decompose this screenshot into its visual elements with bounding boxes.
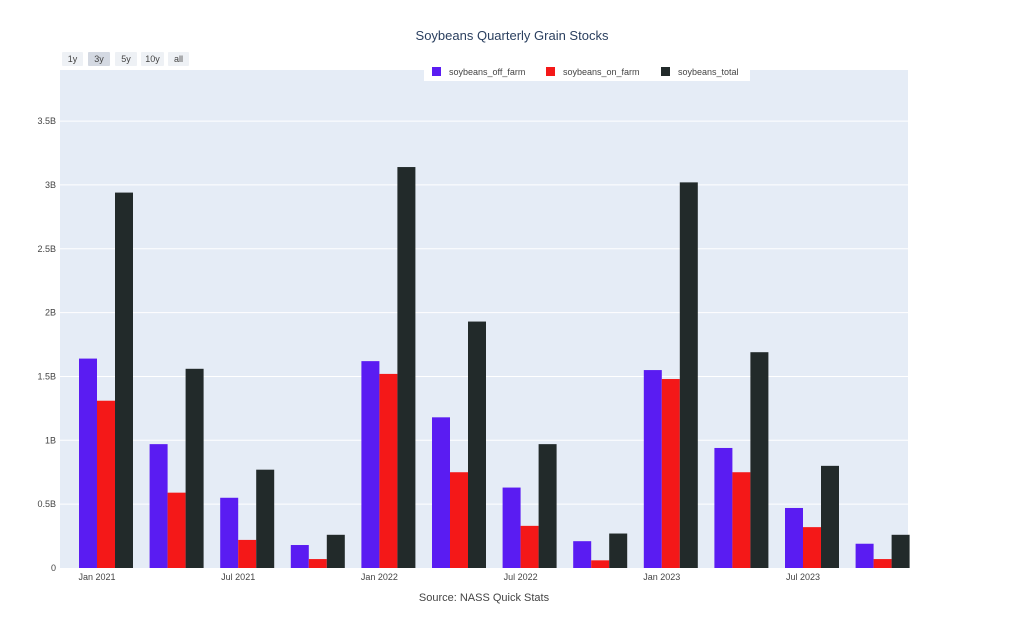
y-tick-label: 1B bbox=[45, 435, 56, 445]
bars bbox=[79, 167, 910, 569]
legend: soybeans_off_farm soybeans_on_farm soybean… bbox=[424, 63, 750, 81]
legend-label[interactable]: soybeans_off_farm bbox=[449, 67, 525, 77]
bar-soybeans_off_farm bbox=[785, 507, 803, 568]
bar-soybeans_off_farm bbox=[643, 370, 662, 568]
bar-soybeans_on_farm bbox=[803, 527, 821, 568]
bar-soybeans_on_farm bbox=[238, 539, 257, 568]
bar-soybeans_total bbox=[397, 167, 416, 569]
range-button-bg[interactable] bbox=[115, 52, 137, 66]
x-tick-label: Jul 2021 bbox=[221, 572, 255, 582]
range-button-bg[interactable] bbox=[88, 52, 110, 66]
y-tick-label: 3B bbox=[45, 180, 56, 190]
bar-soybeans_total bbox=[821, 465, 839, 568]
bar-soybeans_on_farm bbox=[873, 559, 892, 568]
y-tick-label: 2.5B bbox=[37, 244, 56, 254]
range-button-label[interactable]: 3y bbox=[94, 54, 104, 64]
bar-soybeans_off_farm bbox=[714, 447, 733, 568]
range-button-label[interactable]: 5y bbox=[121, 54, 131, 64]
bar-soybeans_off_farm bbox=[220, 497, 239, 568]
legend-label[interactable]: soybeans_total bbox=[678, 67, 739, 77]
bar-soybeans_on_farm bbox=[732, 472, 751, 568]
y-tick-label: 2B bbox=[45, 308, 56, 318]
bar-soybeans_total bbox=[468, 321, 486, 568]
x-tick-label: Jan 2022 bbox=[361, 572, 398, 582]
bar-soybeans_total bbox=[256, 469, 275, 568]
bar-soybeans_on_farm bbox=[661, 379, 680, 568]
bar-soybeans_off_farm bbox=[855, 543, 874, 568]
bar-soybeans_total bbox=[115, 192, 133, 569]
range-selector: 1y 3y 5y 10y all bbox=[62, 52, 189, 66]
y-tick-label: 1.5B bbox=[37, 371, 56, 381]
range-button-label[interactable]: all bbox=[174, 54, 183, 64]
bar-soybeans_off_farm bbox=[432, 417, 450, 568]
legend-swatch bbox=[432, 67, 441, 76]
bar-soybeans_off_farm bbox=[79, 358, 97, 568]
range-button-3y[interactable]: 3y bbox=[88, 52, 110, 66]
bar-soybeans_on_farm bbox=[520, 525, 539, 568]
bar-soybeans_on_farm bbox=[450, 472, 468, 568]
x-tick-label: Jul 2023 bbox=[786, 572, 820, 582]
range-button-bg[interactable] bbox=[141, 52, 164, 66]
chart-title: Soybeans Quarterly Grain Stocks bbox=[416, 28, 609, 43]
legend-swatch bbox=[661, 67, 670, 76]
bar-soybeans_total bbox=[185, 368, 204, 568]
bar-soybeans_total bbox=[609, 533, 628, 568]
bar-soybeans_total bbox=[750, 352, 769, 568]
y-tick-label: 3.5B bbox=[37, 116, 56, 126]
range-button-bg[interactable] bbox=[168, 52, 189, 66]
bar-soybeans_off_farm bbox=[573, 541, 592, 568]
range-button-label[interactable]: 10y bbox=[145, 54, 160, 64]
range-button-bg[interactable] bbox=[62, 52, 83, 66]
y-tick-label: 0.5B bbox=[37, 499, 56, 509]
range-button-all[interactable]: all bbox=[168, 52, 189, 66]
bar-soybeans_on_farm bbox=[379, 373, 398, 568]
bar-soybeans_on_farm bbox=[97, 400, 115, 568]
bar-soybeans_off_farm bbox=[361, 361, 380, 568]
y-axis-ticks: 0 0.5B 1B 1.5B 2B 2.5B 3B 3.5B bbox=[37, 116, 56, 573]
x-axis-ticks: Jan 2021 Jul 2021 Jan 2022 Jul 2022 Jan 2023… bbox=[78, 572, 820, 582]
bar-soybeans_total bbox=[538, 444, 557, 568]
bar-soybeans_on_farm bbox=[308, 559, 327, 568]
range-button-5y[interactable]: 5y bbox=[115, 52, 137, 66]
x-tick-label: Jul 2022 bbox=[504, 572, 538, 582]
legend-swatch bbox=[546, 67, 555, 76]
x-tick-label: Jan 2021 bbox=[78, 572, 115, 582]
range-button-1y[interactable]: 1y bbox=[62, 52, 83, 66]
x-tick-label: Jan 2023 bbox=[643, 572, 680, 582]
bar-soybeans_off_farm bbox=[502, 487, 521, 568]
range-button-label[interactable]: 1y bbox=[68, 54, 78, 64]
bar-soybeans_total bbox=[679, 182, 698, 568]
bar-soybeans_on_farm bbox=[167, 492, 186, 568]
legend-label[interactable]: soybeans_on_farm bbox=[563, 67, 640, 77]
bar-soybeans_total bbox=[891, 534, 910, 568]
range-button-10y[interactable]: 10y bbox=[141, 52, 164, 66]
y-tick-label: 0 bbox=[51, 563, 56, 573]
bar-soybeans_off_farm bbox=[290, 545, 309, 568]
x-axis-label: Source: NASS Quick Stats bbox=[419, 592, 550, 604]
bar-soybeans_on_farm bbox=[591, 560, 610, 568]
bar-soybeans_total bbox=[326, 534, 345, 568]
bar-soybeans_off_farm bbox=[149, 444, 168, 568]
